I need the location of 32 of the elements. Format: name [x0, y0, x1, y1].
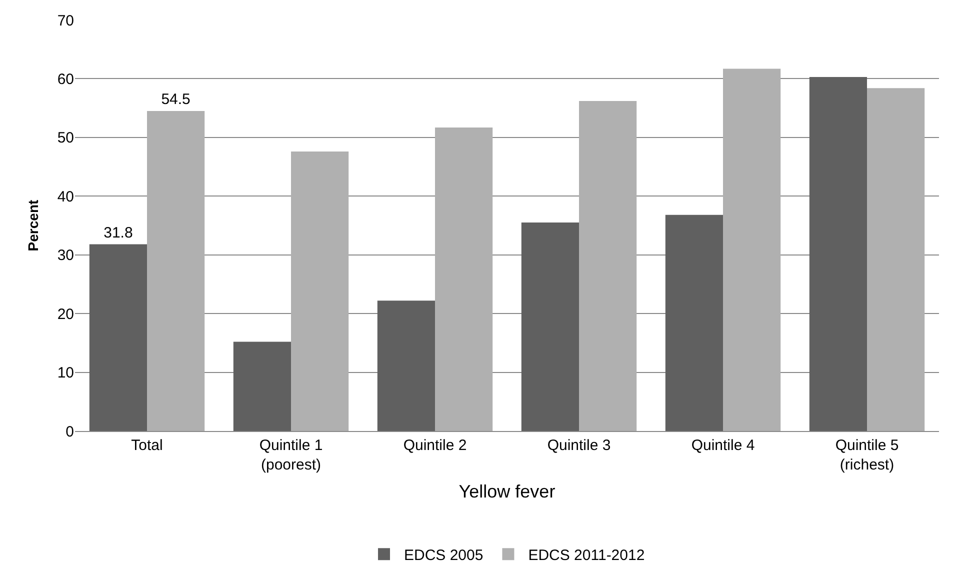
legend-label: EDCS 2011-2012	[528, 546, 645, 564]
x-tick-label: Quintile 2	[403, 437, 467, 454]
bar	[89, 244, 147, 431]
bar	[867, 88, 925, 431]
legend-label: EDCS 2005	[404, 546, 484, 564]
y-tick-label: 50	[57, 130, 74, 147]
bar	[377, 300, 435, 431]
bar	[521, 222, 579, 431]
bar	[723, 68, 781, 431]
bar	[233, 342, 291, 431]
x-tick-label: Quintile 4	[691, 437, 755, 454]
bar	[579, 101, 637, 431]
x-tick-label: Quintile 1 (poorest)	[259, 437, 323, 474]
bar	[665, 214, 723, 431]
data-label: 31.8	[104, 224, 133, 242]
bar	[809, 76, 867, 431]
bar	[291, 152, 349, 431]
y-tick-label: 20	[57, 306, 74, 323]
bar	[147, 111, 205, 431]
x-tick-label: Quintile 3	[547, 437, 611, 454]
y-tick-label: 30	[57, 247, 74, 264]
x-tick-label: Total	[131, 437, 163, 454]
y-tick-label: 0	[66, 423, 74, 440]
x-axis-title: Yellow fever	[458, 482, 556, 502]
x-tick-label: Quintile 5 (richest)	[835, 437, 899, 474]
y-tick-label: 70	[57, 12, 74, 30]
bar	[435, 127, 493, 431]
y-tick-label: 60	[57, 70, 74, 88]
y-tick-label: 40	[57, 188, 74, 206]
y-tick-label: 10	[57, 364, 74, 382]
y-axis-title: Percent	[24, 199, 41, 252]
data-label: 54.5	[161, 91, 190, 108]
